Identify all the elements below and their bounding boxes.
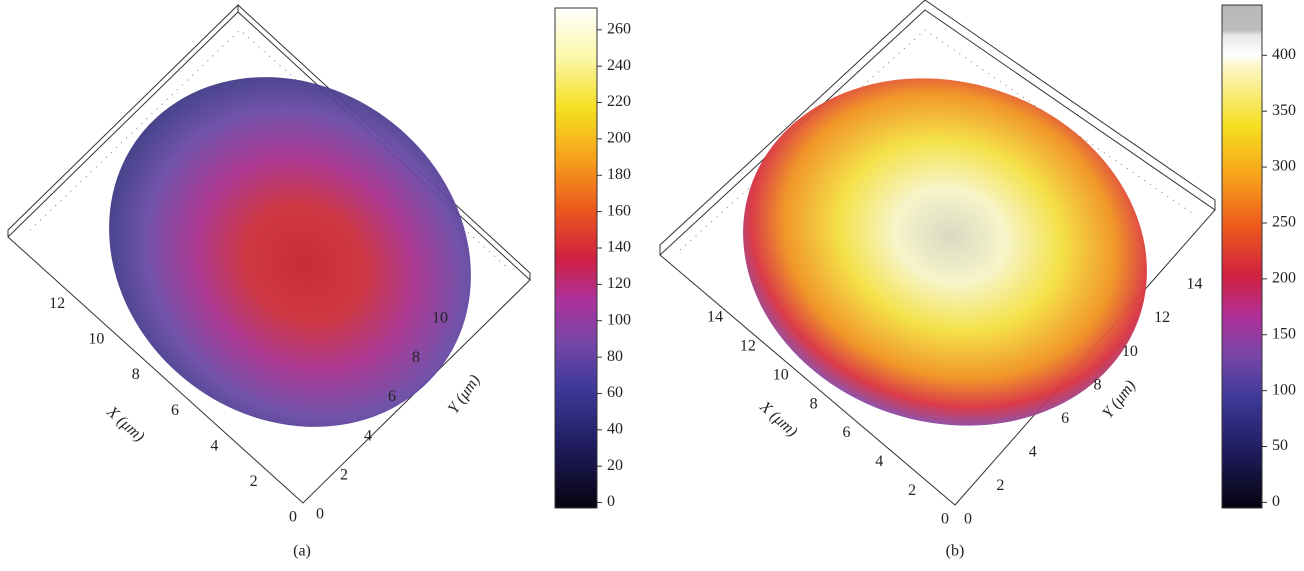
colorbar-tick-label: 150 (1272, 325, 1296, 342)
x-tick-label: 0 (941, 511, 949, 528)
x-tick-label: 12 (49, 295, 65, 312)
y-tick-label: 6 (1061, 410, 1069, 427)
y-tick-label: 4 (364, 427, 372, 444)
plot-box (660, 0, 1215, 505)
x-tick-label: 8 (810, 395, 818, 412)
y-axis-label: Y (μm) (445, 372, 484, 417)
y-tick-label: 2 (996, 477, 1004, 494)
colorbar-tick-label: 220 (607, 93, 631, 110)
y-tick-label: 14 (1187, 276, 1203, 293)
figure: 024681012X (μm)0246810Y (μm)020406080100… (0, 0, 1304, 571)
colorbar-tick-label: 80 (607, 348, 623, 365)
colorbar-tick-label: 140 (607, 239, 631, 256)
x-tick-label: 14 (707, 309, 723, 326)
y-tick-label: 10 (1122, 343, 1138, 360)
x-axis-label: X (μm) (756, 398, 801, 441)
colorbar-tick-label: 350 (1272, 102, 1296, 119)
colorbar-tick-label: 240 (607, 57, 631, 74)
colorbar (1222, 5, 1262, 508)
colorbar-tick-label: 180 (607, 166, 631, 183)
colorbar-tick-label: 400 (1272, 46, 1296, 63)
x-tick-label: 4 (210, 437, 218, 454)
colorbar-tick-label: 300 (1272, 158, 1296, 175)
x-tick-label: 6 (171, 402, 179, 419)
y-axis-label: Y (μm) (1099, 377, 1139, 421)
x-tick-label: 0 (289, 509, 297, 526)
colorbar-tick-label: 250 (1272, 214, 1296, 231)
colorbar-tick-label: 0 (1272, 493, 1280, 510)
x-tick-label: 6 (842, 424, 850, 441)
y-tick-label: 8 (1093, 376, 1101, 393)
colorbar-tick-label: 0 (607, 493, 615, 510)
x-tick-label: 4 (875, 453, 883, 470)
colorbar-tick-label: 260 (607, 20, 631, 37)
x-axis-label: X (μm) (103, 403, 148, 446)
colorbar-tick-label: 100 (607, 311, 631, 328)
colorbar-tick-label: 40 (607, 420, 623, 437)
colorbar-tick-label: 20 (607, 457, 623, 474)
x-tick-label: 12 (740, 338, 756, 355)
colorbar-tick-label: 200 (607, 130, 631, 147)
y-tick-label: 4 (1029, 444, 1037, 461)
y-tick-label: 8 (412, 349, 420, 366)
y-tick-label: 10 (432, 310, 448, 327)
x-tick-label: 2 (908, 482, 916, 499)
colorbar-tick-label: 100 (1272, 381, 1296, 398)
y-tick-label: 2 (340, 466, 348, 483)
colorbar-tick-label: 60 (607, 384, 623, 401)
x-tick-label: 10 (88, 331, 104, 348)
x-tick-label: 8 (132, 366, 140, 383)
colorbar (555, 8, 597, 508)
colorbar-tick-label: 160 (607, 202, 631, 219)
caption: (a) (293, 543, 311, 560)
x-tick-label: 10 (773, 366, 789, 383)
colorbar-tick-label: 50 (1272, 437, 1288, 454)
plot-box (8, 5, 541, 503)
y-tick-label: 0 (316, 506, 324, 523)
colorbar-tick-label: 200 (1272, 270, 1296, 287)
colorbar-tick-label: 120 (607, 275, 631, 292)
y-tick-label: 0 (964, 511, 972, 528)
x-tick-label: 2 (250, 473, 258, 490)
y-tick-label: 12 (1154, 309, 1170, 326)
y-tick-label: 6 (388, 388, 396, 405)
caption: (b) (946, 543, 965, 560)
